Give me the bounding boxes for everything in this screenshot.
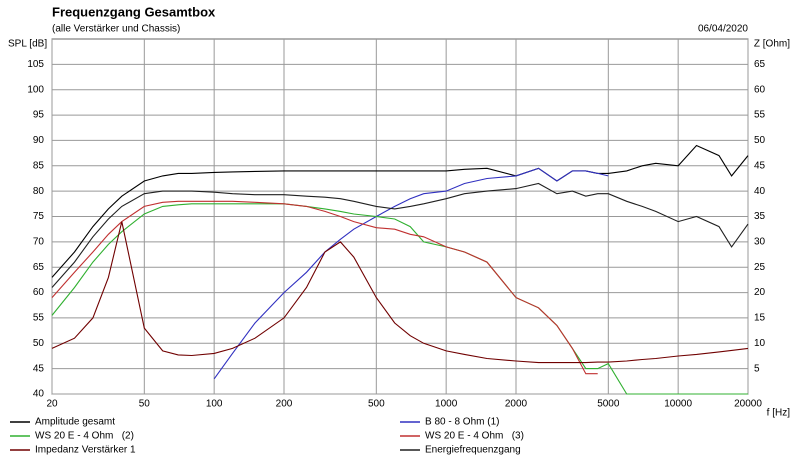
- y2-tick-label: 35: [754, 211, 766, 222]
- y2-tick-label: 30: [754, 236, 766, 247]
- x-tick-label: 10000: [664, 399, 692, 410]
- y-tick-label: 100: [27, 84, 44, 95]
- chart-title: Frequenzgang Gesamtbox: [52, 4, 216, 19]
- y2-tick-label: 40: [754, 186, 766, 197]
- y-tick-label: 75: [33, 211, 45, 222]
- x-tick-label: 500: [368, 399, 385, 410]
- y2-tick-label: 60: [754, 84, 766, 95]
- y2-tick-label: 65: [754, 59, 766, 70]
- legend-label: B 80 - 8 Ohm (1): [425, 417, 499, 428]
- y-tick-label: 40: [33, 389, 45, 400]
- legend-label: Energiefrequenzgang: [425, 445, 521, 456]
- x-tick-label: 20000: [734, 399, 762, 410]
- y2-tick-label: 45: [754, 160, 766, 171]
- y-tick-label: 45: [33, 363, 45, 374]
- y2-tick-label: 5: [754, 363, 760, 374]
- y-tick-label: 65: [33, 262, 45, 273]
- x-tick-label: 200: [276, 399, 293, 410]
- series-line: [51, 203, 748, 395]
- x-tick-label: 50: [139, 399, 151, 410]
- y-tick-label: 105: [27, 59, 44, 70]
- y2-tick-label: 25: [754, 262, 766, 273]
- legend-label: WS 20 E - 4 Ohm (2): [35, 431, 134, 442]
- y2-tick-label: 15: [754, 313, 766, 324]
- series-line: [51, 182, 749, 288]
- x-tick-label: 2000: [505, 399, 528, 410]
- x-tick-label: 1000: [435, 399, 458, 410]
- y-tick-label: 55: [33, 313, 45, 324]
- y2-tick-label: 20: [754, 287, 766, 298]
- legend-label: Impedanz Verstärker 1: [35, 445, 136, 456]
- series-line: [51, 221, 749, 364]
- legend-label: Amplitude gesamt: [35, 417, 115, 428]
- x-tick-label: 20: [46, 399, 58, 410]
- y-tick-label: 85: [33, 160, 45, 171]
- y-tick-label: 95: [33, 110, 45, 121]
- chart-date: 06/04/2020: [698, 24, 748, 35]
- x-tick-label: 5000: [597, 399, 620, 410]
- y-tick-label: 90: [33, 135, 45, 146]
- y-tick-label: 70: [33, 236, 45, 247]
- series-line: [51, 200, 598, 375]
- x-axis-label: f [Hz]: [767, 408, 791, 419]
- y2-tick-label: 50: [754, 135, 766, 146]
- y-axis-label: SPL [dB]: [8, 39, 47, 50]
- series-line: [213, 167, 609, 380]
- x-tick-label: 100: [206, 399, 223, 410]
- y2-tick-label: 10: [754, 338, 766, 349]
- series-line: [51, 144, 749, 278]
- y-tick-label: 80: [33, 186, 45, 197]
- chart-subtitle: (alle Verstärker und Chassis): [52, 24, 180, 35]
- y-tick-label: 50: [33, 338, 45, 349]
- y2-tick-label: 55: [754, 110, 766, 121]
- legend-label: WS 20 E - 4 Ohm (3): [425, 431, 524, 442]
- y2-axis-label: Z [Ohm]: [754, 39, 790, 50]
- y-tick-label: 60: [33, 287, 45, 298]
